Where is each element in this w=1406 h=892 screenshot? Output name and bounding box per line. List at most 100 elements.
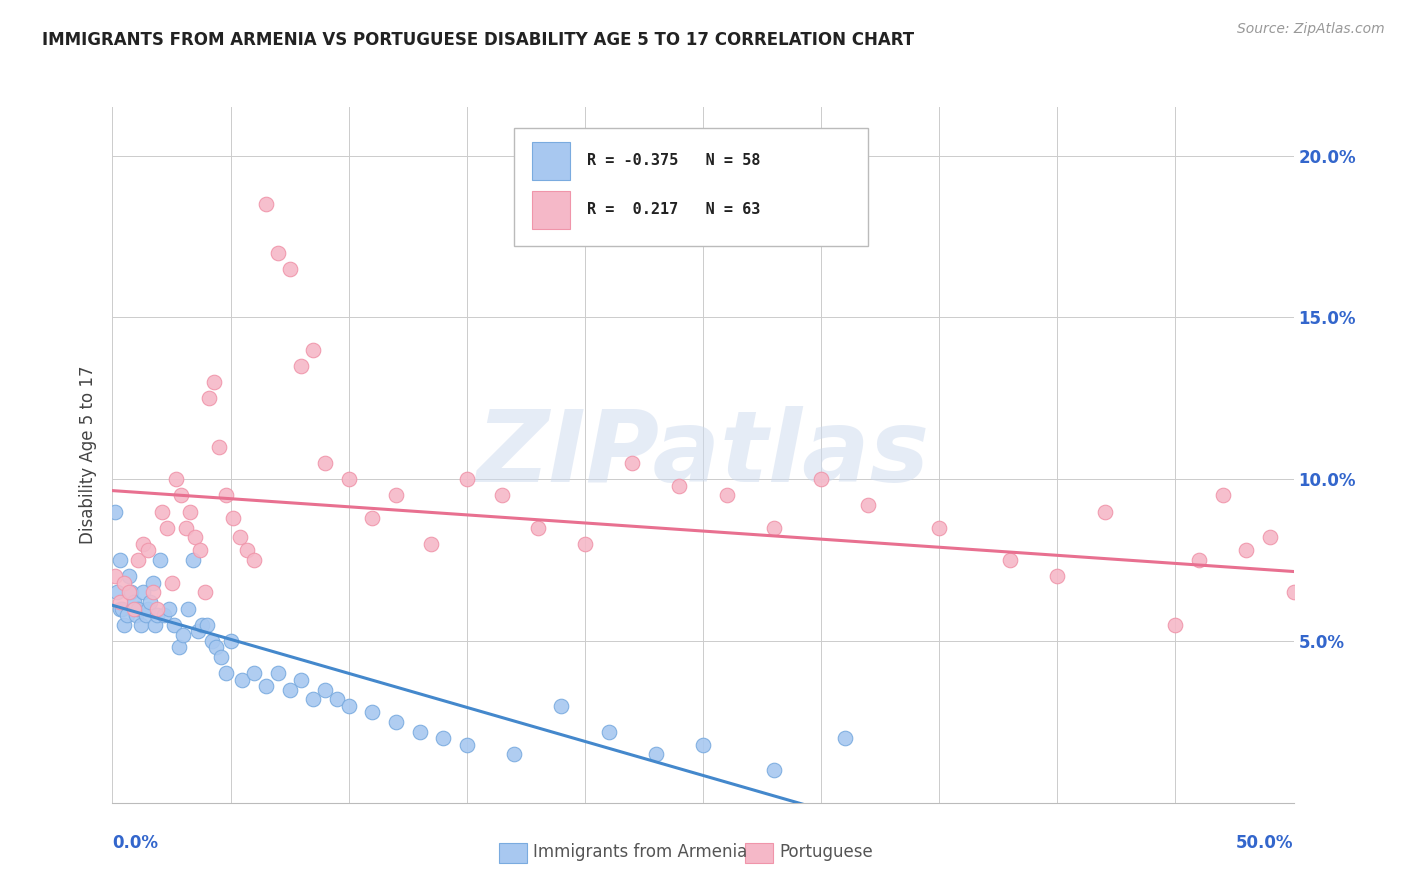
Point (120, 585, 142, 599)
Point (550, 698, 572, 713)
Point (1094, 504, 1116, 518)
Y-axis label: Disability Age 5 to 17: Disability Age 5 to 17 (79, 366, 97, 544)
Point (1376, 673, 1399, 687)
Point (1330, 640, 1353, 655)
Point (215, 488, 238, 502)
Point (129, 617, 152, 632)
Point (1282, 585, 1305, 599)
Point (170, 488, 193, 502)
Point (302, 692, 325, 706)
Point (177, 601, 200, 615)
Point (574, 537, 596, 551)
Point (762, 521, 785, 535)
Point (142, 575, 165, 590)
Point (810, 472, 832, 486)
Point (1353, 634, 1375, 648)
Point (146, 608, 169, 623)
Point (361, 511, 384, 525)
Point (198, 392, 221, 406)
Point (302, 343, 325, 357)
Point (1306, 601, 1329, 615)
Point (456, 472, 478, 486)
Point (385, 488, 408, 502)
Point (139, 595, 162, 609)
Point (132, 537, 155, 551)
Point (112, 575, 135, 590)
Point (201, 634, 224, 648)
Point (208, 440, 231, 454)
Point (142, 585, 165, 599)
Point (254, 679, 277, 693)
Point (1400, 617, 1406, 632)
Point (243, 553, 266, 567)
Point (1046, 569, 1069, 583)
Point (314, 456, 336, 470)
Point (215, 666, 238, 681)
Text: ZIPatlas: ZIPatlas (477, 407, 929, 503)
Point (174, 521, 197, 535)
Text: Source: ZipAtlas.com: Source: ZipAtlas.com (1237, 22, 1385, 37)
Point (229, 531, 252, 545)
Point (278, 682, 301, 697)
Point (149, 553, 172, 567)
Point (361, 705, 384, 719)
Point (928, 521, 950, 535)
Point (254, 197, 277, 211)
Text: 50.0%: 50.0% (1236, 834, 1294, 852)
Text: R = -0.375   N = 58: R = -0.375 N = 58 (588, 153, 761, 169)
Point (337, 472, 360, 486)
Point (834, 731, 856, 745)
Point (111, 601, 134, 615)
Point (716, 488, 738, 502)
Point (136, 543, 159, 558)
Text: Portuguese: Portuguese (779, 843, 873, 861)
Point (132, 585, 155, 599)
Point (179, 504, 201, 518)
Point (644, 747, 666, 762)
Point (491, 488, 513, 502)
Point (243, 666, 266, 681)
Point (278, 261, 301, 276)
Point (1188, 553, 1211, 567)
Point (136, 601, 159, 615)
Point (135, 608, 157, 623)
Point (202, 375, 225, 389)
Point (127, 601, 149, 615)
Point (108, 553, 131, 567)
Point (998, 553, 1021, 567)
Point (1234, 543, 1257, 558)
Point (385, 714, 408, 729)
Point (267, 666, 290, 681)
Bar (531, 191, 569, 228)
Point (858, 498, 880, 512)
Point (1164, 617, 1187, 632)
Point (122, 595, 145, 609)
Point (1258, 531, 1281, 545)
Text: IMMIGRANTS FROM ARMENIA VS PORTUGUESE DISABILITY AGE 5 TO 17 CORRELATION CHART: IMMIGRANTS FROM ARMENIA VS PORTUGUESE DI… (42, 31, 914, 49)
Point (165, 472, 187, 486)
Point (172, 627, 194, 641)
Point (337, 698, 360, 713)
Point (1212, 488, 1234, 502)
Point (222, 511, 245, 525)
Point (143, 617, 166, 632)
Point (163, 617, 186, 632)
Point (194, 585, 217, 599)
Point (219, 634, 242, 648)
Point (105, 585, 128, 599)
Text: R =  0.217   N = 63: R = 0.217 N = 63 (588, 202, 761, 217)
Point (122, 601, 145, 615)
Point (692, 738, 714, 752)
Point (153, 608, 176, 623)
Point (456, 738, 478, 752)
Point (104, 504, 127, 518)
Point (290, 359, 312, 373)
Point (526, 521, 548, 535)
Point (191, 617, 214, 632)
Point (621, 456, 644, 470)
Point (160, 575, 183, 590)
Text: 0.0%: 0.0% (112, 834, 159, 852)
Point (186, 624, 208, 639)
Point (167, 640, 190, 655)
Point (125, 608, 148, 623)
